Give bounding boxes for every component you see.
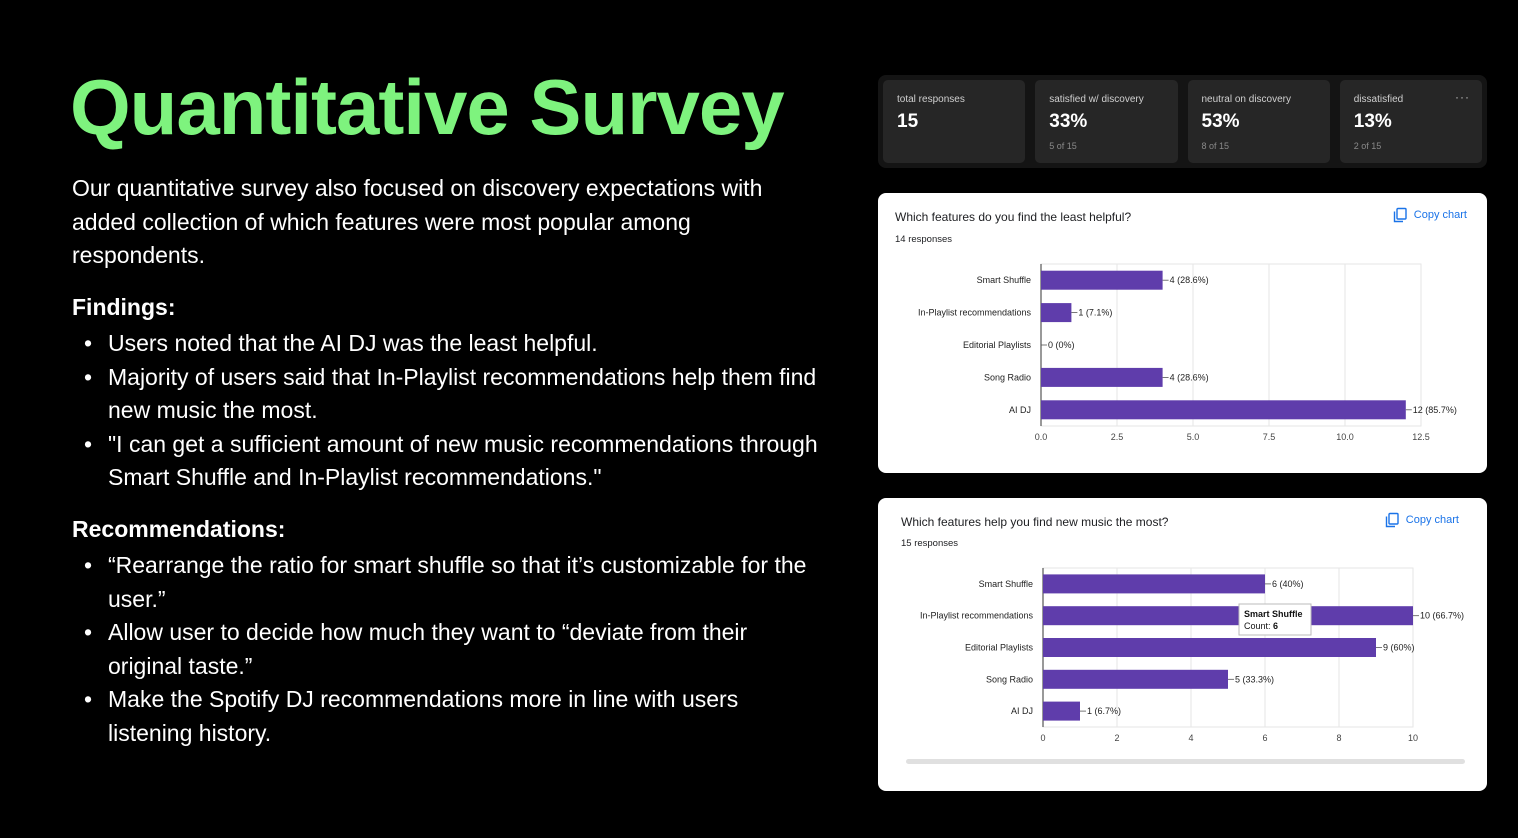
stat-value: 15 — [897, 111, 919, 132]
category-label: Editorial Playlists — [963, 340, 1032, 350]
findings-item: Majority of users said that In-Playlist … — [84, 361, 819, 428]
bar-chart-least-helpful: 0.0 2.5 5.0 7.5 10.0 12.5 Smart Shuffle 4 (28.6… — [918, 263, 1457, 442]
more-options-icon[interactable]: ··· — [1455, 90, 1470, 104]
chart-card-find-new-music: Which features help you find new music t… — [878, 498, 1487, 791]
data-label: 0 (0%) — [1048, 340, 1075, 350]
x-tick-label: 2.5 — [1111, 432, 1124, 442]
recommendations-heading: Recommendations: — [72, 516, 286, 542]
data-label: 4 (28.6%) — [1170, 372, 1209, 382]
stat-card-dissatisfied: dissatisfied 13% 2 of 15 ··· — [1339, 80, 1482, 163]
data-label: 9 (60%) — [1383, 643, 1415, 653]
category-label: In-Playlist recommendations — [918, 308, 1032, 318]
stats-panel: total responses 15 satisfied w/ discover… — [878, 75, 1487, 168]
x-tick-label: 10.0 — [1336, 432, 1354, 442]
copy-chart-button[interactable]: Copy chart — [1384, 512, 1459, 528]
stat-label: satisfied w/ discovery — [1049, 94, 1144, 105]
x-tick-label: 6 — [1262, 733, 1267, 743]
chart-response-count: 15 responses — [901, 538, 959, 549]
bar — [1041, 303, 1072, 323]
bar-chart-find-new-music: 0 2 4 6 8 10 Smart Shuffle 6 (40%) In-Playlist r… — [920, 567, 1464, 743]
x-tick-label: 0 — [1040, 733, 1045, 743]
bar — [1041, 367, 1163, 387]
tooltip-box — [1238, 603, 1312, 636]
bar — [1043, 574, 1265, 594]
category-label: AI DJ — [1011, 706, 1033, 716]
chart-question: Which features do you find the least hel… — [895, 210, 1132, 224]
bar — [1043, 606, 1413, 626]
data-label: 6 (40%) — [1272, 579, 1304, 589]
bar — [1043, 638, 1376, 657]
x-tick-label: 8 — [1336, 733, 1341, 743]
findings-item: "I can get a sufficient amount of new mu… — [84, 428, 819, 495]
bar — [1041, 270, 1163, 290]
x-tick-label: 4 — [1188, 733, 1193, 743]
x-tick-label: 0.0 — [1035, 432, 1048, 442]
findings-list: Users noted that the AI DJ was the least… — [84, 327, 819, 495]
findings-heading: Findings: — [72, 294, 176, 320]
data-label: 10 (66.7%) — [1420, 611, 1464, 621]
chart-question: Which features help you find new music t… — [901, 515, 1169, 529]
stat-value: 53% — [1201, 111, 1240, 132]
recommendations-item: Make the Spotify DJ recommendations more… — [84, 683, 819, 750]
category-label: Editorial Playlists — [965, 643, 1034, 653]
recommendations-item: “Rearrange the ratio for smart shuffle s… — [84, 549, 819, 616]
x-tick-label: 12.5 — [1412, 432, 1430, 442]
stat-value: 13% — [1353, 111, 1392, 132]
stat-label: neutral on discovery — [1201, 94, 1292, 105]
x-tick-label: 2 — [1114, 733, 1119, 743]
stat-card-total: total responses 15 — [883, 80, 1026, 163]
findings-item: Users noted that the AI DJ was the least… — [84, 327, 819, 361]
copy-icon — [1393, 207, 1407, 223]
stat-value: 33% — [1049, 111, 1088, 132]
category-label: AI DJ — [1009, 405, 1031, 415]
data-label: 5 (33.3%) — [1235, 674, 1274, 684]
bar-tooltip: Smart Shuffle Count: 6 — [1238, 603, 1312, 636]
tooltip-count: Count: 6 — [1244, 621, 1278, 631]
x-tick-label: 7.5 — [1263, 432, 1276, 442]
chart-card-least-helpful: Which features do you find the least hel… — [878, 193, 1487, 473]
stat-card-neutral: neutral on discovery 53% 8 of 15 — [1187, 80, 1330, 163]
stat-label: total responses — [897, 94, 965, 105]
copy-chart-label: Copy chart — [1413, 209, 1467, 221]
tooltip-title: Smart Shuffle — [1244, 609, 1303, 619]
bar — [1043, 701, 1080, 721]
data-label: 1 (7.1%) — [1078, 308, 1112, 318]
category-label: Song Radio — [984, 372, 1031, 382]
stat-card-satisfied: satisfied w/ discovery 33% 5 of 15 — [1035, 80, 1178, 163]
category-label: Smart Shuffle — [979, 579, 1033, 589]
copy-chart-label: Copy chart — [1405, 514, 1459, 526]
horizontal-scrollbar[interactable] — [906, 759, 1465, 764]
data-label: 12 (85.7%) — [1413, 405, 1457, 415]
stat-sub: 5 of 15 — [1049, 141, 1077, 151]
stat-label: dissatisfied — [1353, 94, 1404, 105]
copy-icon — [1385, 512, 1399, 528]
chart-response-count: 14 responses — [895, 234, 953, 245]
x-tick-label: 10 — [1408, 733, 1418, 743]
data-label: 1 (6.7%) — [1087, 706, 1121, 716]
category-label: In-Playlist recommendations — [920, 611, 1034, 621]
category-label: Song Radio — [986, 674, 1033, 684]
recommendations-item: Allow user to decide how much they want … — [84, 616, 819, 683]
x-tick-label: 5.0 — [1187, 432, 1200, 442]
bar — [1041, 400, 1406, 420]
category-label: Smart Shuffle — [977, 275, 1031, 285]
bar — [1043, 669, 1228, 689]
slide-title: Quantitative Survey — [70, 63, 785, 151]
copy-chart-button[interactable]: Copy chart — [1392, 207, 1467, 223]
data-label: 4 (28.6%) — [1170, 275, 1209, 285]
stat-sub: 2 of 15 — [1353, 141, 1382, 151]
recommendations-list: “Rearrange the ratio for smart shuffle s… — [84, 549, 819, 750]
stat-sub: 8 of 15 — [1201, 141, 1230, 151]
intro-paragraph: Our quantitative survey also focused on … — [72, 175, 763, 268]
